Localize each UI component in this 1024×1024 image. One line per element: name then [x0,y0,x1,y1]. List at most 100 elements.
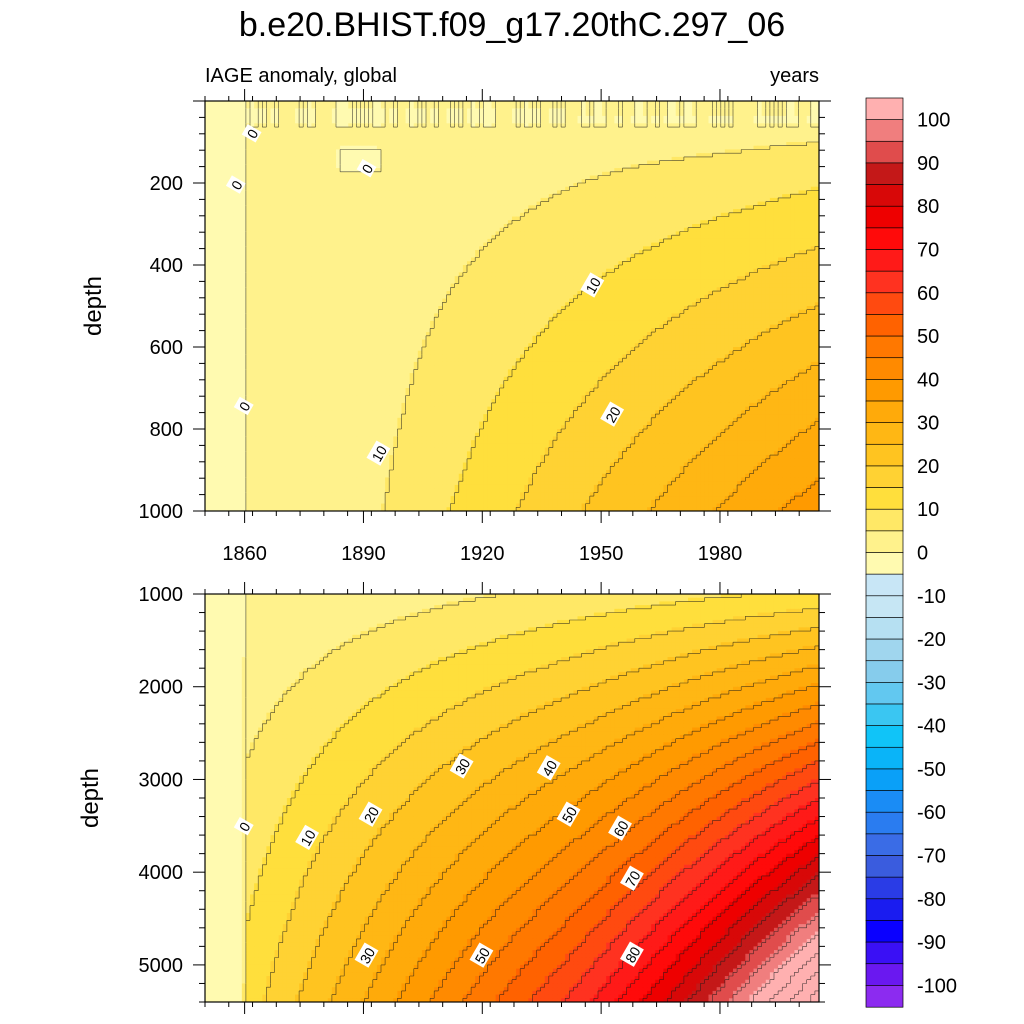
contour-cell [286,175,292,180]
contour-cell [597,123,603,128]
contour-cell [356,130,362,136]
contour-cell [241,119,247,124]
contour-cell [360,153,366,158]
contour-cell [483,123,489,128]
contour-cell [733,216,738,221]
contour-cell [331,168,337,173]
contour-cell [737,175,742,180]
contour-cell [499,171,505,177]
contour-cell [421,205,427,210]
contour-cell [606,201,611,206]
contour-cell [765,104,771,110]
contour-cell [237,112,243,117]
contour-cell [376,149,382,154]
contour-cell [700,212,705,218]
contour-cell [254,149,259,154]
contour-cell [311,160,317,165]
contour-cell [471,119,476,124]
contour-cell [233,224,239,229]
contour-cell [798,171,804,177]
contour-cell [659,175,665,180]
contour-cell [344,205,349,210]
contour-cell [430,175,435,180]
contour-cell [679,168,685,173]
contour-cell [385,220,390,225]
contour-cell [692,123,697,128]
contour-cell [737,216,742,221]
contour-cell [299,145,304,151]
contour-cell [679,153,685,158]
contour-cell [274,194,280,199]
contour-cell [507,145,513,151]
contour-cell [769,190,775,195]
contour-cell [769,186,775,192]
contour-cell [753,171,759,177]
contour-cell [266,183,272,188]
contour-cell [769,123,775,128]
contour-cell [282,201,288,206]
contour-cell [561,201,566,206]
contour-cell [516,216,521,221]
contour-cell [569,138,574,143]
contour-cell [356,216,362,221]
contour-cell [315,149,321,154]
contour-cell [618,183,624,188]
contour-cell [651,123,656,128]
contour-cell [765,205,771,210]
contour-cell [286,168,292,173]
contour-cell [209,183,214,188]
contour-cell [266,201,272,206]
contour-cell [544,168,550,173]
contour-cell [700,104,705,110]
contour-cell [663,194,669,199]
contour-cell [778,119,783,124]
contour-cell [696,101,701,106]
contour-cell [606,168,611,173]
contour-cell [700,197,705,203]
contour-cell [270,209,276,214]
contour-cell [364,175,370,180]
contour-cell [671,142,677,147]
contour-cell [446,108,452,113]
contour-cell [389,101,394,106]
contour-cell [614,164,620,169]
contour-cell [262,145,267,151]
contour-cell [282,138,288,143]
contour-cell [278,101,284,106]
contour-cell [503,156,509,162]
contour-cell [286,164,292,169]
contour-cell [724,186,730,192]
contour-cell [495,220,501,225]
contour-cell [516,127,521,132]
contour-cell [430,197,435,203]
contour-cell [409,186,415,192]
contour-cell [462,168,468,173]
contour-cell [683,134,689,139]
contour-cell [487,145,493,151]
contour-cell [401,179,407,184]
contour-cell [532,112,538,117]
contour-cell [638,220,644,225]
contour-cell [237,220,243,225]
contour-cell [475,183,480,188]
contour-cell [442,160,448,165]
contour-cell [540,201,546,206]
contour-cell [773,197,779,203]
contour-cell [761,201,767,206]
contour-cell [647,183,652,188]
contour-cell [376,216,382,221]
contour-cell [733,123,738,128]
contour-cell [655,183,660,188]
contour-cell [737,115,742,121]
contour-cell [630,201,636,206]
contour-cell [376,101,382,106]
contour-cell [295,142,300,147]
contour-cell [626,127,632,132]
contour-cell [581,112,587,117]
contour-cell [495,201,501,206]
contour-cell [569,142,574,147]
contour-cell [597,168,603,173]
contour-cell [290,197,296,203]
contour-cell [794,156,800,162]
contour-cell [720,220,726,225]
